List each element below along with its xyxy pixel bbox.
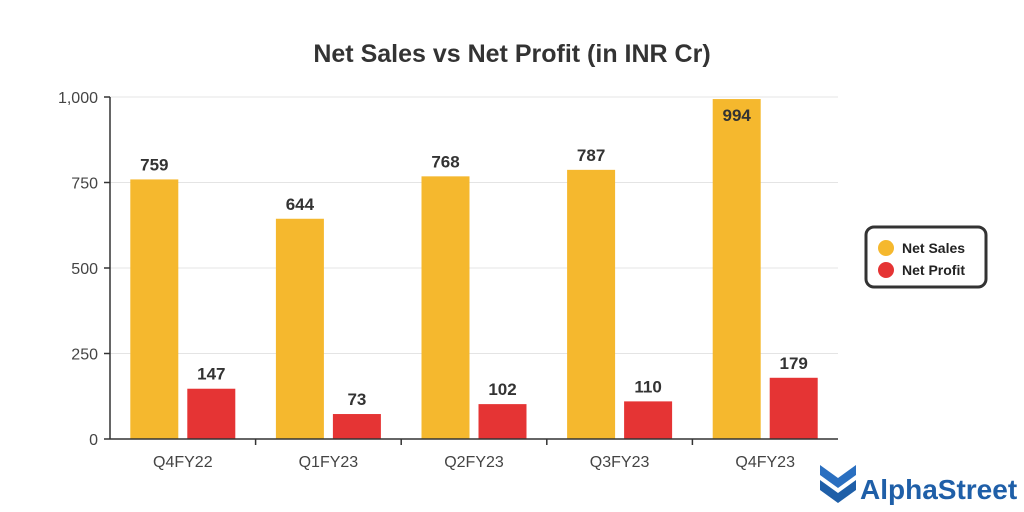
x-tick-label: Q4FY22	[153, 454, 213, 471]
bar-net-sales	[130, 179, 179, 439]
data-label-net-profit: 110	[634, 377, 661, 396]
data-label-net-profit: 73	[347, 390, 366, 409]
data-label-net-sales: 759	[140, 155, 168, 174]
x-tick-label: Q3FY23	[590, 454, 650, 471]
y-axis: 0 250 500 750 1,000	[58, 90, 111, 449]
x-tick-label: Q2FY23	[444, 454, 504, 471]
bar-net-profit	[769, 377, 818, 439]
bar-net-sales	[421, 176, 470, 439]
bar-net-profit	[478, 404, 527, 439]
brand-name: AlphaStreet	[860, 474, 1017, 505]
y-tick-label: 500	[71, 261, 98, 278]
y-tick-label: 0	[89, 432, 98, 449]
data-label-net-profit: 147	[197, 365, 225, 384]
bar-net-profit	[332, 414, 381, 439]
x-axis: Q4FY22 Q1FY23 Q2FY23 Q3FY23 Q4FY23	[110, 438, 838, 471]
legend: Net Sales Net Profit	[864, 225, 988, 289]
y-tick-label: 250	[71, 347, 98, 364]
legend-box	[864, 225, 988, 289]
bar-net-sales	[275, 218, 324, 439]
legend-label-net-profit: Net Profit	[902, 262, 965, 278]
bar-net-sales	[712, 99, 761, 439]
y-tick-label: 1,000	[58, 90, 98, 107]
data-label-net-profit: 179	[780, 354, 808, 373]
alphastreet-logo-icon	[820, 465, 856, 503]
bars: 759 147 644 73 768 102 787 110 994 179	[130, 99, 818, 439]
bar-net-profit	[624, 401, 673, 439]
chart-title: Net Sales vs Net Profit (in INR Cr)	[313, 40, 710, 68]
x-tick-label: Q4FY23	[735, 454, 795, 471]
bar-net-sales	[567, 169, 616, 439]
x-tick-label: Q1FY23	[299, 454, 359, 471]
data-label-net-sales: 994	[723, 106, 752, 125]
legend-swatch-net-profit	[878, 262, 894, 278]
bar-net-profit	[187, 388, 236, 439]
data-label-net-sales: 644	[286, 195, 315, 214]
data-label-net-sales: 787	[577, 146, 605, 165]
legend-label-net-sales: Net Sales	[902, 240, 965, 256]
data-label-net-sales: 768	[431, 152, 459, 171]
legend-swatch-net-sales	[878, 240, 894, 256]
y-tick-label: 750	[71, 176, 98, 193]
brand: AlphaStreet	[820, 465, 1017, 505]
data-label-net-profit: 102	[488, 380, 516, 399]
